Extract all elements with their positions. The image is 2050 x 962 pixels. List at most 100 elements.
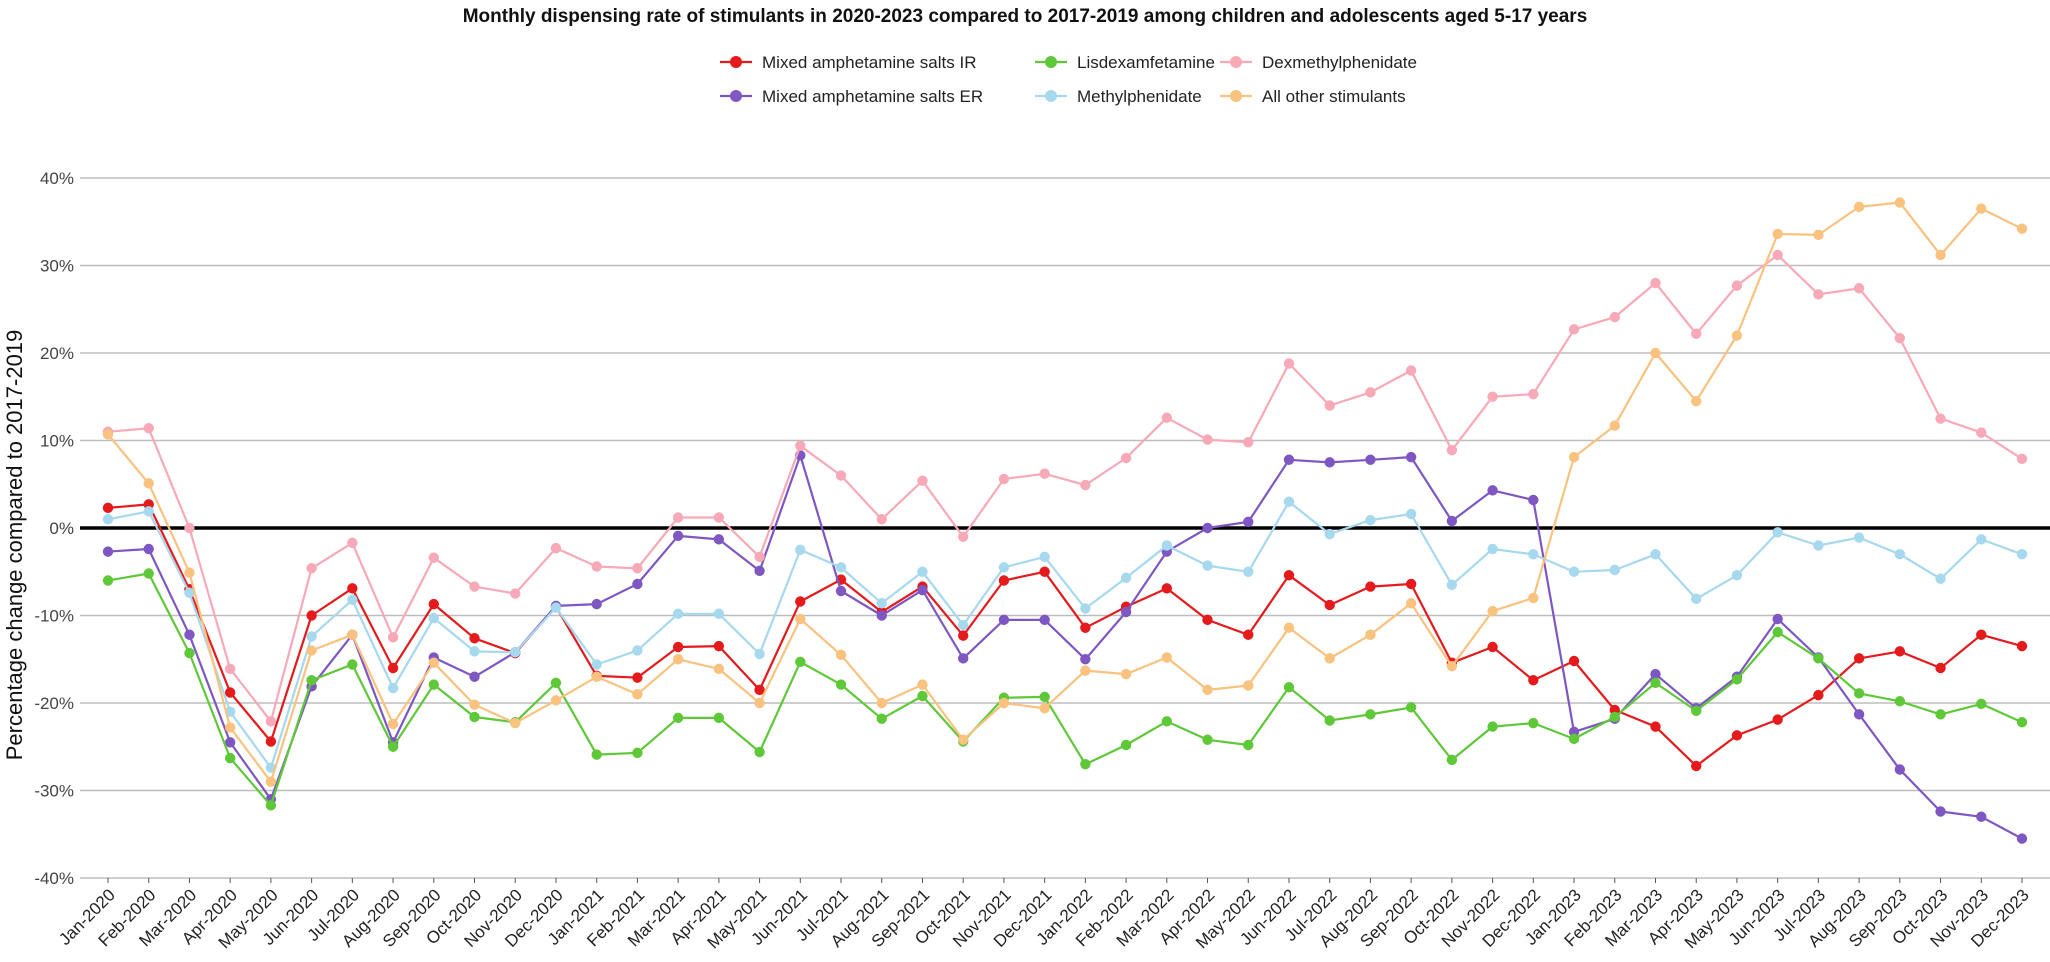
data-point — [1691, 760, 1702, 772]
data-point — [1813, 540, 1824, 551]
data-point — [469, 671, 480, 682]
data-point — [1731, 280, 1743, 291]
series-line — [107, 454, 2023, 840]
data-point — [1446, 754, 1458, 766]
data-point — [265, 736, 277, 747]
data-point — [1731, 730, 1743, 741]
data-point — [1650, 277, 1661, 289]
data-point — [1161, 412, 1173, 423]
data-point — [795, 613, 806, 625]
data-point — [1772, 249, 1783, 261]
data-point — [876, 713, 887, 724]
data-point — [1080, 665, 1091, 676]
data-point — [1080, 654, 1091, 665]
data-point — [2016, 717, 2028, 728]
data-point — [1691, 328, 1702, 339]
legend-marker — [730, 90, 742, 102]
data-point — [2016, 833, 2028, 844]
data-point — [1365, 387, 1376, 398]
legend-marker — [730, 56, 742, 68]
series-line — [107, 201, 2023, 783]
data-point — [143, 423, 154, 434]
data-point — [1609, 311, 1620, 323]
data-point — [1161, 583, 1173, 594]
data-point — [795, 656, 806, 668]
data-point — [795, 440, 806, 451]
data-point — [184, 629, 195, 640]
legend-label: Mixed amphetamine salts IR — [762, 53, 976, 72]
x-axis: Jan-2020Feb-2020Mar-2020Apr-2020May-2020… — [55, 878, 2033, 952]
data-point — [917, 566, 928, 577]
data-point — [1853, 283, 1865, 294]
data-point — [347, 659, 358, 670]
data-point — [1365, 514, 1376, 526]
data-point — [1243, 680, 1254, 691]
data-point — [184, 567, 195, 578]
data-point — [306, 645, 317, 656]
data-point — [835, 562, 847, 573]
data-point — [1935, 709, 1946, 720]
data-point — [1080, 603, 1091, 614]
data-point — [1487, 605, 1498, 617]
data-point — [469, 711, 480, 723]
data-point — [1976, 698, 1987, 710]
data-point — [632, 645, 643, 656]
data-point — [510, 588, 521, 599]
data-point — [917, 690, 928, 702]
data-point — [1650, 549, 1661, 560]
legend-item: All other stimulants — [1220, 87, 1406, 106]
data-point — [1935, 249, 1946, 261]
data-point — [306, 610, 317, 621]
y-tick-label: -30% — [34, 782, 74, 801]
data-point — [713, 534, 725, 545]
legend-label: Mixed amphetamine salts ER — [762, 87, 983, 106]
data-point — [1324, 457, 1335, 468]
data-point — [957, 630, 969, 641]
legend-marker — [1045, 90, 1057, 102]
data-point — [1935, 573, 1946, 584]
data-point — [1487, 485, 1498, 496]
data-point — [102, 429, 114, 440]
data-point — [102, 575, 114, 586]
data-point — [998, 575, 1010, 586]
data-point — [1446, 444, 1458, 456]
data-point — [1080, 759, 1091, 770]
data-point — [1487, 391, 1498, 402]
data-point — [754, 697, 765, 709]
series-layer — [102, 197, 2028, 844]
data-point — [1487, 721, 1498, 732]
data-point — [1813, 653, 1824, 664]
data-point — [387, 718, 399, 730]
data-point — [1772, 228, 1783, 240]
data-point — [550, 602, 562, 613]
data-point — [1853, 709, 1865, 720]
data-point — [998, 473, 1010, 485]
data-point — [550, 695, 562, 706]
data-point — [1283, 622, 1295, 633]
data-point — [957, 531, 969, 542]
data-point — [469, 699, 480, 710]
data-point — [1528, 549, 1539, 560]
data-point — [1976, 534, 1987, 545]
data-point — [1446, 661, 1458, 672]
data-point — [1243, 516, 1254, 528]
data-point — [1731, 330, 1743, 341]
data-point — [1161, 540, 1173, 551]
data-point — [224, 737, 236, 748]
data-point — [1243, 629, 1254, 640]
legend-item: Dexmethylphenidate — [1220, 53, 1417, 72]
data-point — [143, 543, 154, 555]
data-point — [1650, 677, 1661, 689]
data-point — [1365, 454, 1376, 465]
data-point — [876, 514, 887, 525]
data-point — [1365, 629, 1376, 640]
data-point — [102, 546, 114, 557]
data-point — [428, 552, 439, 563]
data-point — [1731, 570, 1743, 581]
data-point — [957, 619, 969, 631]
data-point — [632, 563, 643, 574]
data-point — [957, 734, 969, 745]
data-point — [184, 587, 195, 598]
data-point — [306, 563, 317, 574]
